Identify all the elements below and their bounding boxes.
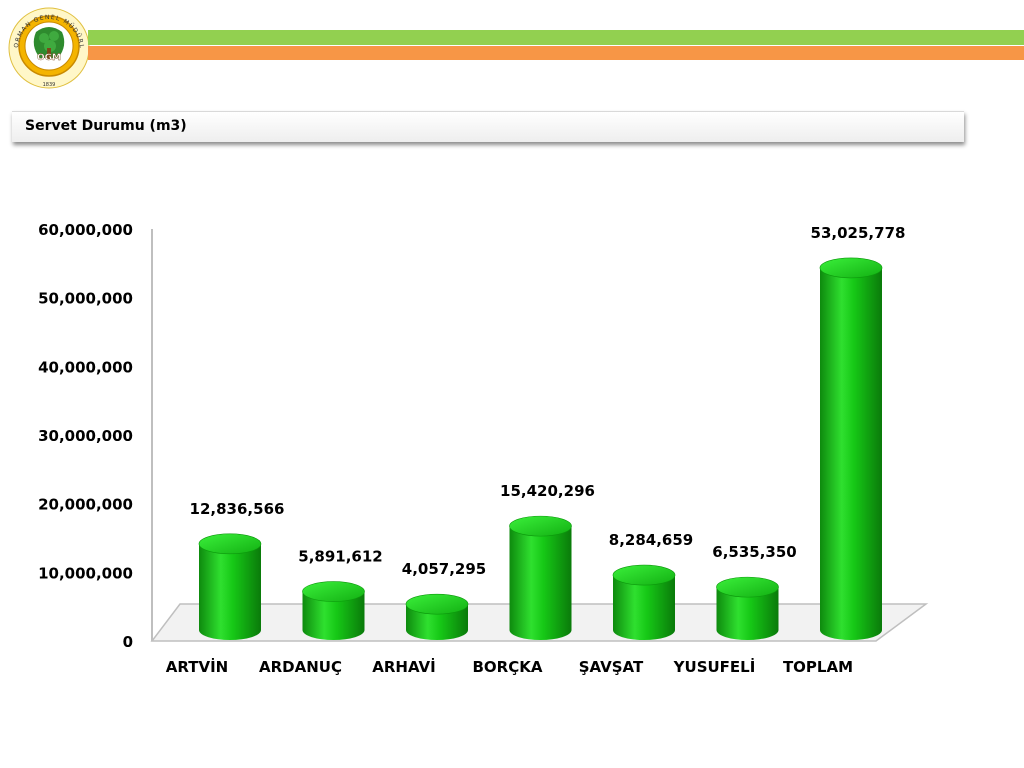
bar-body — [716, 587, 779, 640]
x-tick-label: YUSUFELİ — [673, 657, 756, 676]
data-label: 6,535,350 — [712, 543, 796, 561]
x-tick-label: TOPLAM — [783, 658, 853, 676]
y-tick-label: 0 — [123, 633, 133, 651]
x-tick-label: ARTVİN — [166, 657, 228, 676]
bar — [302, 581, 365, 640]
header-stripe-orange — [88, 46, 1024, 60]
x-tick-label: ARDANUÇ — [259, 658, 342, 676]
x-tick-label: ŞAVŞAT — [579, 658, 644, 676]
bar-body — [820, 267, 882, 640]
y-tick-label: 20,000,000 — [38, 496, 133, 514]
bar-top — [509, 515, 572, 537]
y-tick-label: 10,000,000 — [38, 564, 133, 582]
y-axis: 0 10,000,000 20,000,000 30,000,000 40,000,00… — [38, 221, 153, 651]
header-stripe-green — [88, 30, 1024, 45]
bar-top — [612, 564, 676, 586]
bar-body — [613, 575, 675, 640]
labels-group: 12,836,566 ARTVİN 5,891,612 ARDANUÇ 4,057,29… — [166, 224, 906, 676]
bar-top — [405, 593, 469, 615]
bar-body — [302, 591, 365, 640]
bar-top — [819, 257, 883, 279]
data-label: 5,891,612 — [298, 548, 382, 566]
bar-top — [716, 576, 779, 598]
x-tick-label: BORÇKA — [473, 658, 543, 676]
bar — [716, 576, 779, 640]
y-tick-label: 40,000,000 — [38, 358, 133, 376]
logo-year: 1839 — [43, 82, 56, 88]
x-tick-label: ARHAVİ — [372, 657, 436, 676]
bar-top — [198, 533, 262, 555]
data-label: 4,057,295 — [402, 560, 486, 578]
bar-top — [302, 581, 365, 602]
data-label: 15,420,296 — [500, 482, 595, 500]
y-tick-label: 60,000,000 — [38, 221, 133, 239]
bar — [405, 593, 469, 640]
bar — [819, 257, 883, 640]
data-label: 12,836,566 — [190, 500, 285, 518]
data-label: 53,025,778 — [811, 224, 906, 242]
title-bar: Servet Durumu (m3) — [12, 111, 964, 142]
page-title: Servet Durumu (m3) — [25, 118, 187, 134]
bar — [612, 564, 676, 640]
bar — [509, 515, 572, 640]
y-tick-label: 50,000,000 — [38, 290, 133, 308]
bar-body — [199, 543, 261, 640]
ogm-logo: OGM ORMAN GENEL MÜDÜRLÜĞÜ 1839 — [3, 0, 90, 90]
logo-abbr: OGM — [37, 53, 61, 63]
bars-group — [198, 257, 883, 640]
bar — [198, 533, 262, 640]
data-label: 8,284,659 — [609, 531, 693, 549]
y-tick-label: 30,000,000 — [38, 427, 133, 445]
bar-body — [509, 526, 572, 640]
